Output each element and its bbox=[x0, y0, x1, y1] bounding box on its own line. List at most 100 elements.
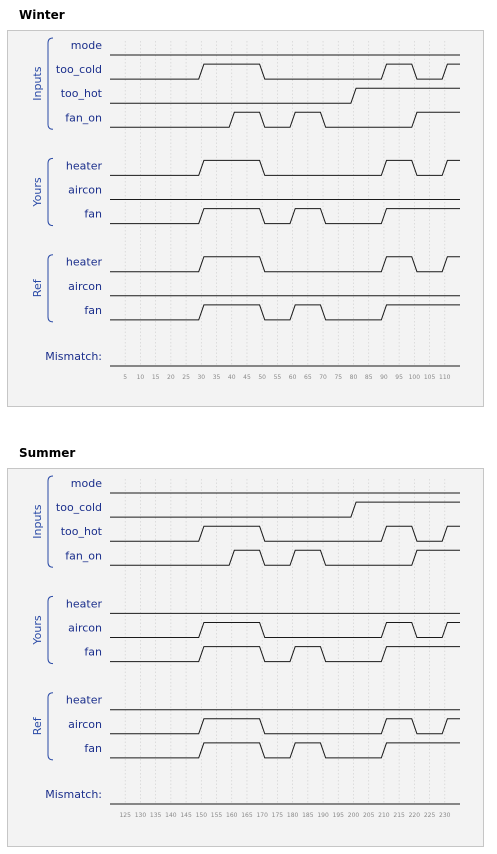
signal-trace bbox=[110, 622, 460, 638]
tick-label: 35 bbox=[213, 374, 221, 381]
group-label-yours: Yours bbox=[31, 177, 44, 207]
waveform-panel-summer: Inputs Yours Ref mode too_cold too_hot fan_on h… bbox=[7, 468, 484, 847]
signal-label: heater bbox=[66, 159, 103, 172]
signal-aircon: aircon bbox=[68, 622, 460, 638]
tick-label: 205 bbox=[363, 812, 375, 819]
signal-label: fan bbox=[84, 208, 102, 221]
tick-label: 75 bbox=[334, 374, 342, 381]
section-title-winter: Winter bbox=[19, 8, 65, 22]
signal-label: heater bbox=[66, 597, 103, 610]
signal-mode: mode bbox=[71, 39, 460, 56]
signal-heater: heater bbox=[66, 256, 460, 273]
tick-label: 195 bbox=[333, 812, 345, 819]
time-axis: 125 130 135 140 145 150 155 160 165 170 175 180 185 1… bbox=[119, 812, 450, 819]
tick-label: 200 bbox=[348, 812, 360, 819]
signal-label: fan bbox=[84, 304, 102, 317]
signal-trace bbox=[110, 525, 460, 542]
tick-label: 70 bbox=[319, 374, 327, 381]
mismatch-row: Mismatch: bbox=[45, 350, 460, 367]
tick-label: 135 bbox=[150, 812, 162, 819]
signal-fan: fan bbox=[84, 304, 460, 321]
signal-trace bbox=[110, 646, 460, 663]
tick-label: 110 bbox=[439, 374, 451, 381]
signal-trace bbox=[110, 304, 460, 321]
grid-lines bbox=[124, 479, 446, 804]
tick-label: 165 bbox=[241, 812, 253, 819]
tick-label: 100 bbox=[409, 374, 421, 381]
tick-label: 230 bbox=[439, 812, 451, 819]
signal-trace bbox=[110, 718, 460, 735]
tick-label: 30 bbox=[197, 374, 205, 381]
signal-label: aircon bbox=[68, 184, 102, 197]
signal-label: fan bbox=[84, 742, 102, 755]
tick-label: 60 bbox=[289, 374, 297, 381]
signal-label: too_cold bbox=[56, 63, 102, 76]
tick-label: 125 bbox=[119, 812, 131, 819]
tick-label: 10 bbox=[137, 374, 145, 381]
signal-label: too_hot bbox=[61, 87, 103, 100]
tick-label: 5 bbox=[123, 374, 127, 381]
waveform-summer: Inputs Yours Ref mode too_cold too_hot fan_onh… bbox=[31, 475, 460, 819]
tick-label: 105 bbox=[424, 374, 436, 381]
signal-trace bbox=[110, 159, 460, 176]
signal-label: too_cold bbox=[56, 501, 102, 514]
tick-label: 45 bbox=[243, 374, 251, 381]
tick-label: 190 bbox=[317, 812, 329, 819]
signal-trace bbox=[110, 256, 460, 273]
group-brace-ref bbox=[47, 692, 54, 761]
tick-label: 140 bbox=[165, 812, 177, 819]
signal-label: mode bbox=[71, 39, 102, 52]
tick-label: 130 bbox=[135, 812, 147, 819]
signal-trace bbox=[110, 742, 460, 759]
group-brace-ref bbox=[47, 254, 54, 323]
signal-label: heater bbox=[66, 694, 103, 707]
group-brace-yours bbox=[47, 595, 54, 665]
tick-label: 180 bbox=[287, 812, 299, 819]
tick-label: 80 bbox=[350, 374, 358, 381]
signal-fan: fan bbox=[84, 208, 460, 225]
mismatch-label: Mismatch: bbox=[45, 350, 102, 363]
group-brace-inputs bbox=[47, 475, 54, 568]
tick-label: 210 bbox=[378, 812, 390, 819]
signal-label: heater bbox=[66, 256, 103, 269]
signal-trace bbox=[110, 111, 460, 128]
signal-too-hot: too_hot bbox=[61, 87, 460, 104]
group-brace-inputs bbox=[47, 37, 54, 130]
signal-label: aircon bbox=[68, 622, 102, 635]
signal-too-cold: too_cold bbox=[56, 501, 460, 518]
tick-label: 85 bbox=[365, 374, 373, 381]
tick-label: 175 bbox=[272, 812, 284, 819]
tick-label: 145 bbox=[180, 812, 192, 819]
tick-label: 170 bbox=[256, 812, 268, 819]
signal-label: aircon bbox=[68, 718, 102, 731]
signal-fan-on: fan_on bbox=[65, 111, 460, 128]
group-label-ref: Ref bbox=[31, 278, 44, 297]
tick-label: 155 bbox=[211, 812, 223, 819]
group-brace-yours bbox=[47, 157, 54, 227]
signal-heater: heater bbox=[66, 694, 460, 711]
signal-label: fan bbox=[84, 646, 102, 659]
tick-label: 50 bbox=[258, 374, 266, 381]
signal-label: fan_on bbox=[65, 549, 102, 562]
tick-label: 25 bbox=[182, 374, 190, 381]
signal-too-cold: too_cold bbox=[56, 63, 460, 80]
signal-fan: fan bbox=[84, 742, 460, 759]
waveform-winter: Inputs Yours Ref mode too_cold too_hot fan_onh… bbox=[31, 37, 460, 381]
tick-label: 55 bbox=[274, 374, 282, 381]
tick-label: 160 bbox=[226, 812, 238, 819]
signal-fan: fan bbox=[84, 646, 460, 663]
signal-aircon: aircon bbox=[68, 280, 460, 297]
signal-label: aircon bbox=[68, 280, 102, 293]
tick-label: 220 bbox=[409, 812, 421, 819]
section-title-summer: Summer bbox=[19, 446, 76, 460]
signal-label: too_hot bbox=[61, 525, 103, 538]
group-label-inputs: Inputs bbox=[31, 66, 44, 100]
signal-trace bbox=[110, 208, 460, 225]
tick-label: 150 bbox=[196, 812, 208, 819]
tick-label: 95 bbox=[395, 374, 403, 381]
signal-aircon: aircon bbox=[68, 718, 460, 735]
group-label-yours: Yours bbox=[31, 615, 44, 645]
tick-label: 90 bbox=[380, 374, 388, 381]
signal-trace bbox=[110, 549, 460, 566]
